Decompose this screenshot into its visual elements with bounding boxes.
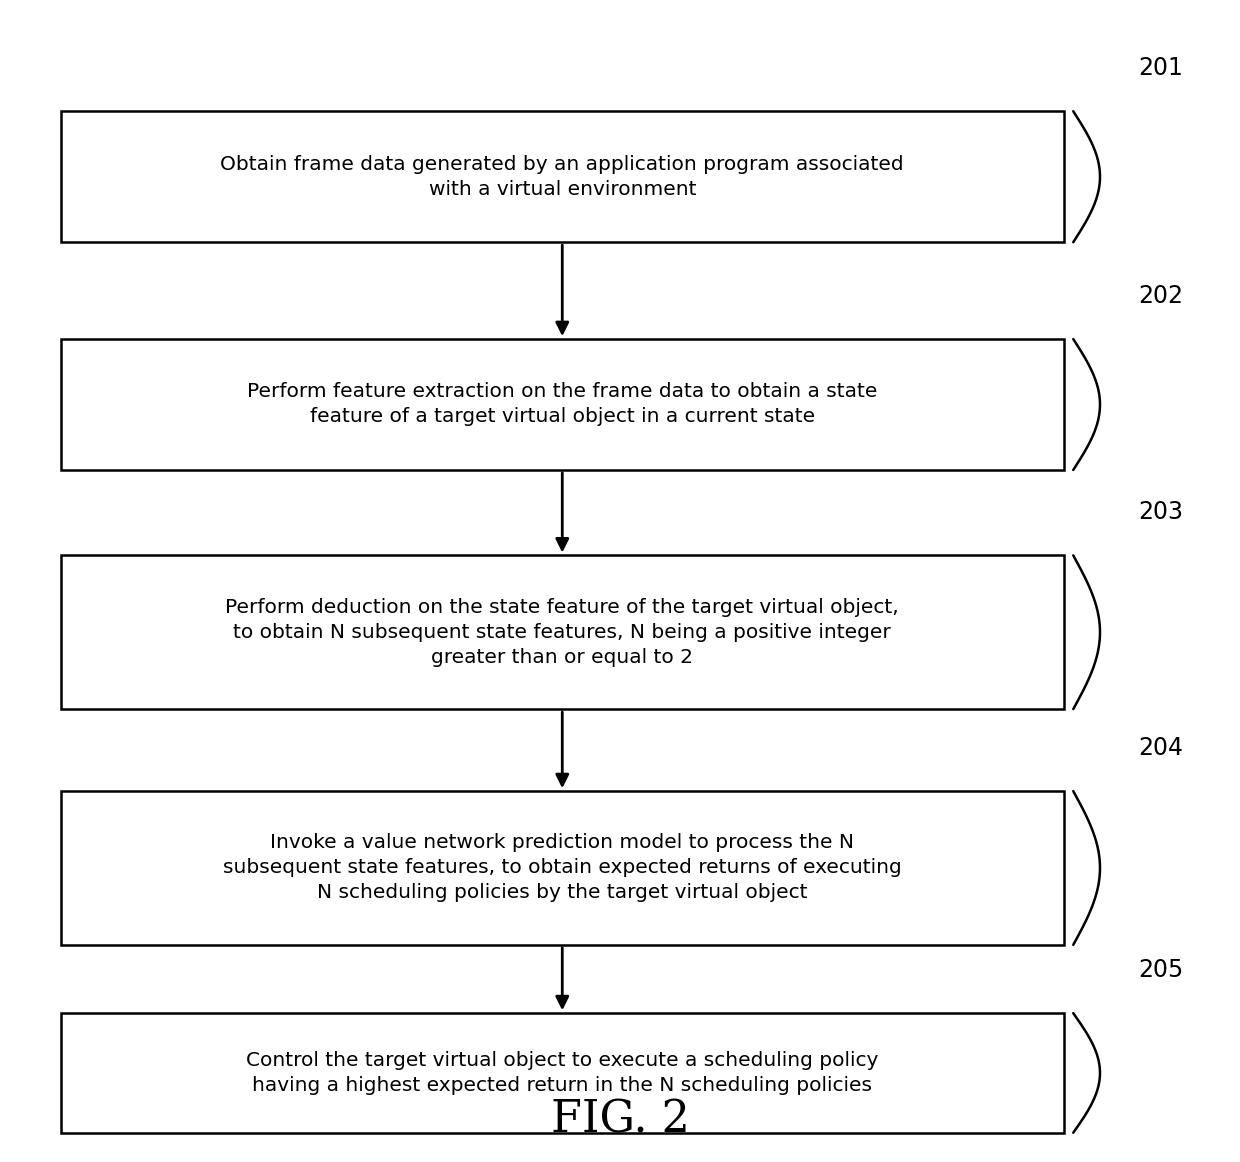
Text: Control the target virtual object to execute a scheduling policy
having a highes: Control the target virtual object to exe… (246, 1050, 878, 1095)
Text: 205: 205 (1138, 957, 1183, 982)
Text: Invoke a value network prediction model to process the N
subsequent state featur: Invoke a value network prediction model … (223, 833, 901, 903)
Bar (61, 555, 1064, 709)
Text: 202: 202 (1138, 284, 1183, 308)
Bar (61, 1013, 1064, 1133)
Bar (61, 112, 1064, 242)
Text: Perform feature extraction on the frame data to obtain a state
feature of a targ: Perform feature extraction on the frame … (247, 382, 878, 426)
Text: 204: 204 (1138, 736, 1183, 760)
Text: 201: 201 (1138, 56, 1183, 80)
Bar (61, 339, 1064, 469)
Text: 203: 203 (1138, 500, 1183, 524)
Text: FIG. 2: FIG. 2 (551, 1098, 689, 1141)
Bar (61, 791, 1064, 945)
Text: Perform deduction on the state feature of the target virtual object,
to obtain N: Perform deduction on the state feature o… (226, 597, 899, 667)
Text: Obtain frame data generated by an application program associated
with a virtual : Obtain frame data generated by an applic… (221, 155, 904, 199)
